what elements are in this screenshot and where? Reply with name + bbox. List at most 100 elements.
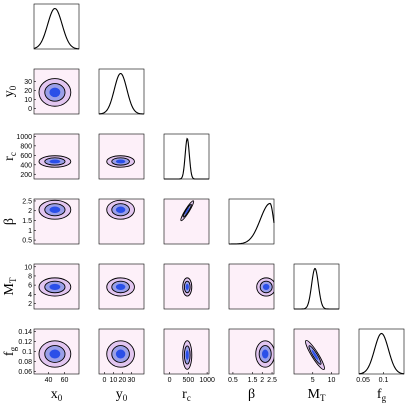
x-axis-label-beta: β [248,387,255,402]
panel-frame [163,328,210,375]
panel-frame [228,328,275,375]
y-tick-label-MT: 6 [28,283,32,290]
density-core [185,350,189,360]
y-tick-label-y0: 0 [28,106,32,113]
joint-panel-y0-rc [98,133,145,180]
joint-panel-x0-fg [33,328,80,375]
joint-panel-y0-fg [98,328,145,375]
y-tick-label-beta: 1.5 [22,218,32,225]
y-tick-label-rc: 400 [20,162,32,169]
joint-panel-rc-beta [163,198,210,245]
x-tick-label-y0: 30 [128,377,136,384]
joint-panel-x0-y0 [33,68,80,115]
y-tick-label-MT: 2 [28,301,32,308]
panel-frame [98,198,145,245]
x-axis-label-MT: MT [308,387,326,403]
y-tick-label-MT: 8 [28,273,32,280]
marginal-panel-y0 [98,68,145,115]
x-tick-label-fg: 0.05 [356,377,370,384]
x-tick-label-MT: 10 [328,377,336,384]
x-tick-label-x0: 60 [61,377,69,384]
marginal-curve-MT [294,267,339,310]
marginal-panel-fg [358,328,405,375]
panel-frame [33,263,80,310]
x-tick-label-rc: 0 [168,377,172,384]
y-axis-label-y0: y0 [2,85,18,97]
marginal-curve-fg [358,332,405,375]
marginal-curve-beta [229,202,275,245]
y-tick-label-beta: 2.5 [22,198,32,205]
y-tick-label-MT: 10 [24,264,32,271]
x-axis-label-x0: x0 [51,387,63,403]
marginal-panel-beta [228,198,275,245]
y-tick-label-rc: 800 [20,143,32,150]
x-tick-label-beta: 2.5 [267,377,277,384]
y-axis-label-fg: fg [2,346,18,356]
marginal-panel-MT [293,263,340,310]
x-tick-label-y0: 20 [119,377,127,384]
density-core [49,283,61,291]
x-tick-label-x0: 40 [45,377,53,384]
density-core [115,283,126,291]
panel-frame [33,133,80,180]
y-tick-label-beta: 2 [28,208,32,215]
y-axis-label-MT: MT [2,277,18,295]
panel-frame [358,328,405,375]
panel-frame [33,68,80,115]
joint-panel-rc-fg [163,328,210,375]
x-axis-label-fg: fg [377,387,387,403]
panel-frame [33,198,80,245]
panel-frame [293,328,340,375]
density-core [185,207,190,215]
density-core [115,349,126,359]
y-axis-label-rc: rc [2,152,18,161]
x-tick-label-rc: 500 [183,377,195,384]
y-tick-label-y0: 10 [24,97,32,104]
y-tick-label-MT: 4 [28,292,32,299]
panel-frame [98,133,145,180]
density-core [115,159,126,164]
x-tick-label-beta: 1.5 [248,377,258,384]
density-core [49,87,61,98]
panel-frame [163,263,210,310]
x-tick-label-rc: 1000 [199,377,215,384]
joint-panel-rc-MT [163,263,210,310]
panel-frame [98,68,145,115]
x-tick-label-beta: 2 [260,377,264,384]
x-axis-label-y0: y0 [116,387,128,403]
density-core [49,349,61,359]
y-tick-label-fg: 0.14 [18,329,32,336]
density-core [49,159,61,164]
marginal-panel-rc [163,133,210,180]
y-tick-label-fg: 0.06 [18,369,32,376]
y-tick-label-rc: 200 [20,172,32,179]
panel-frame [163,198,210,245]
density-core [262,283,270,291]
x-tick-label-beta: 0.5 [228,377,238,384]
joint-panel-beta-fg [228,328,275,375]
y-tick-label-fg: 0.08 [18,359,32,366]
y-tick-label-fg: 0.1 [22,349,32,356]
x-tick-label-y0: 10 [110,377,118,384]
x-tick-label-y0: 0 [102,377,106,384]
marginal-panel-x0 [33,3,80,50]
density-core [261,349,269,359]
joint-panel-y0-beta [98,198,145,245]
density-core [49,206,61,213]
joint-panel-y0-MT [98,263,145,310]
marginal-curve-y0 [98,72,145,115]
y-tick-label-y0: 30 [24,79,32,86]
density-core [311,350,319,360]
y-axis-label-beta: β [2,218,17,225]
density-core [185,283,189,291]
y-tick-label-beta: 1 [28,228,32,235]
y-tick-label-rc: 1000 [16,134,32,141]
y-tick-label-y0: 20 [24,88,32,95]
marginal-curve-rc [164,137,209,180]
joint-panel-beta-MT [228,263,275,310]
joint-panel-MT-fg [293,328,340,375]
y-tick-label-rc: 600 [20,153,32,160]
density-core [115,206,126,213]
y-tick-label-beta: 0.5 [22,238,32,245]
